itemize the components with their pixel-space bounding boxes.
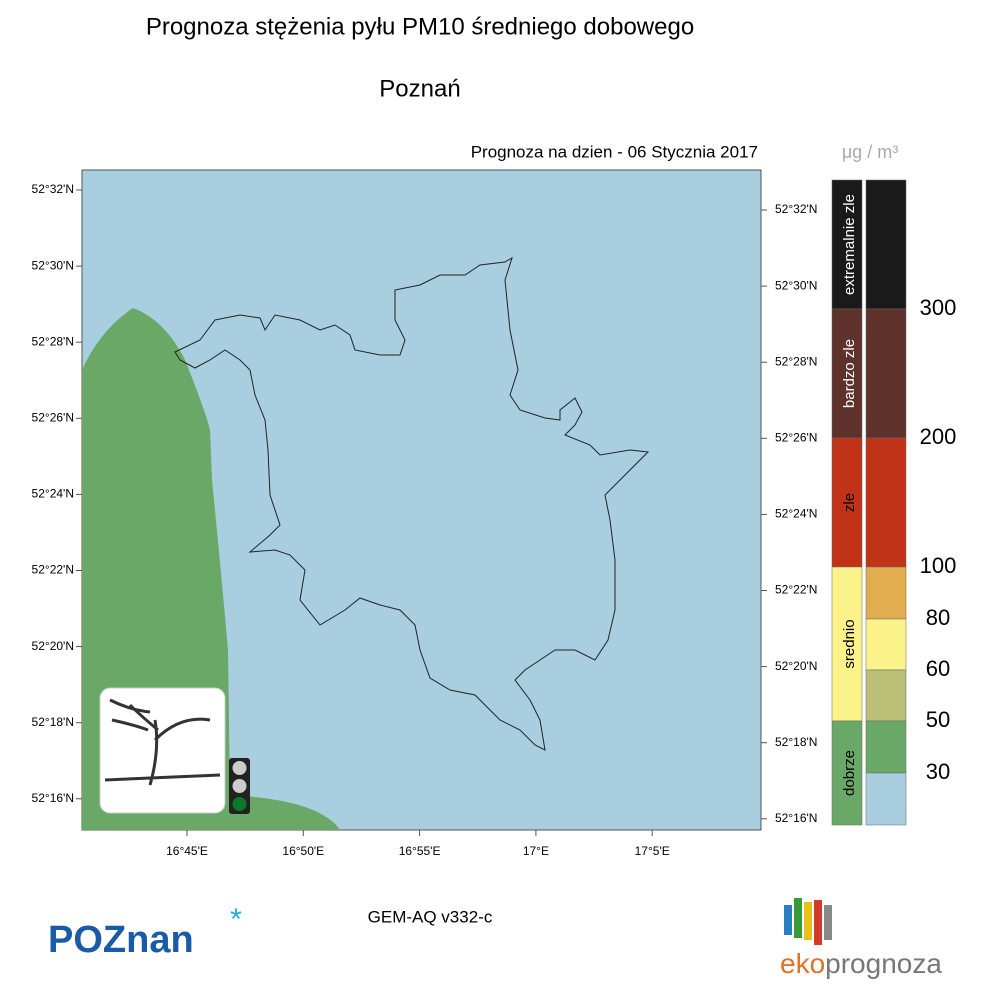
legend-category xyxy=(831,179,863,310)
lon-label: 16°50'E xyxy=(282,844,324,858)
legend-swatch xyxy=(865,437,907,568)
logo-right-icon xyxy=(784,898,832,945)
legend-swatch xyxy=(865,308,907,439)
lat-label: 52°26'N xyxy=(32,410,74,424)
lat-label: 52°24'N xyxy=(32,487,74,501)
legend-threshold: 300 xyxy=(920,295,957,320)
legend-category-label: srednio xyxy=(841,619,858,668)
map xyxy=(81,169,762,831)
lat-label: 52°18'N xyxy=(775,735,817,749)
legend-category xyxy=(831,437,863,568)
lat-label: 52°24'N xyxy=(775,507,817,521)
legend-swatch xyxy=(865,720,907,774)
lat-label: 52°28'N xyxy=(32,334,74,348)
light-off xyxy=(232,779,247,793)
lat-label: 52°32'N xyxy=(775,202,817,216)
lat-label: 52°32'N xyxy=(32,182,74,196)
unit: μg / m³ xyxy=(842,142,898,162)
legend-threshold: 30 xyxy=(926,759,950,784)
logo-left: POZnan xyxy=(48,919,194,961)
tree xyxy=(104,698,221,786)
lat-label: 52°30'N xyxy=(775,278,817,292)
legend-threshold: 200 xyxy=(920,424,957,449)
legend-threshold: 80 xyxy=(926,605,950,630)
legend-category-label: zle xyxy=(841,493,858,512)
lon-label: 17°5'E xyxy=(635,844,670,858)
logo-eko: eko xyxy=(780,948,825,979)
legend-category-label: dobrze xyxy=(841,750,858,796)
wind-icon xyxy=(99,687,226,814)
logo-prognoza: prognoza xyxy=(825,948,942,979)
legend-swatch xyxy=(865,566,907,620)
legend-category xyxy=(831,308,863,439)
light-on xyxy=(232,797,247,811)
legend-category xyxy=(831,566,863,722)
lat-label: 52°16'N xyxy=(32,791,74,805)
lat-label: 52°20'N xyxy=(32,639,74,653)
legend-swatch xyxy=(865,618,907,671)
legend-threshold: 60 xyxy=(926,656,950,681)
lat-label: 52°22'N xyxy=(775,583,817,597)
date: Prognoza na dzien - 06 Stycznia 2017 xyxy=(471,142,758,161)
logo-right: ekoprognoza xyxy=(780,948,942,979)
logo-star: * xyxy=(230,903,242,936)
legend-category-label: bardzo zle xyxy=(841,339,858,408)
lat-label: 52°28'N xyxy=(775,354,817,368)
title: Prognoza stężenia pyłu PM10 średniego do… xyxy=(146,13,694,40)
lat-label: 52°18'N xyxy=(32,715,74,729)
legend-category-label: extremalnie zle xyxy=(841,194,858,295)
legend-category xyxy=(831,720,863,826)
lat-label: 52°30'N xyxy=(32,258,74,272)
lon-label: 17°E xyxy=(523,844,549,858)
legend-swatch xyxy=(865,179,907,310)
lat-label: 52°16'N xyxy=(775,811,817,825)
lon-label: 16°45'E xyxy=(166,844,208,858)
city: Poznań xyxy=(379,75,460,102)
city-outline xyxy=(174,256,650,751)
lon-label: 16°55'E xyxy=(399,844,441,858)
legend-swatch xyxy=(865,772,907,826)
light-off xyxy=(232,761,247,775)
model: GEM-AQ v332-c xyxy=(368,907,493,926)
legend-swatch xyxy=(865,669,907,722)
legend-threshold: 100 xyxy=(920,553,957,578)
lat-label: 52°26'N xyxy=(775,430,817,444)
legend-threshold: 50 xyxy=(926,707,950,732)
lat-label: 52°20'N xyxy=(775,659,817,673)
lat-label: 52°22'N xyxy=(32,563,74,577)
